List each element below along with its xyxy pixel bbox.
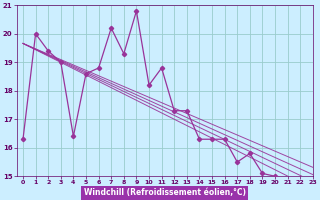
X-axis label: Windchill (Refroidissement éolien,°C): Windchill (Refroidissement éolien,°C) (84, 188, 246, 197)
